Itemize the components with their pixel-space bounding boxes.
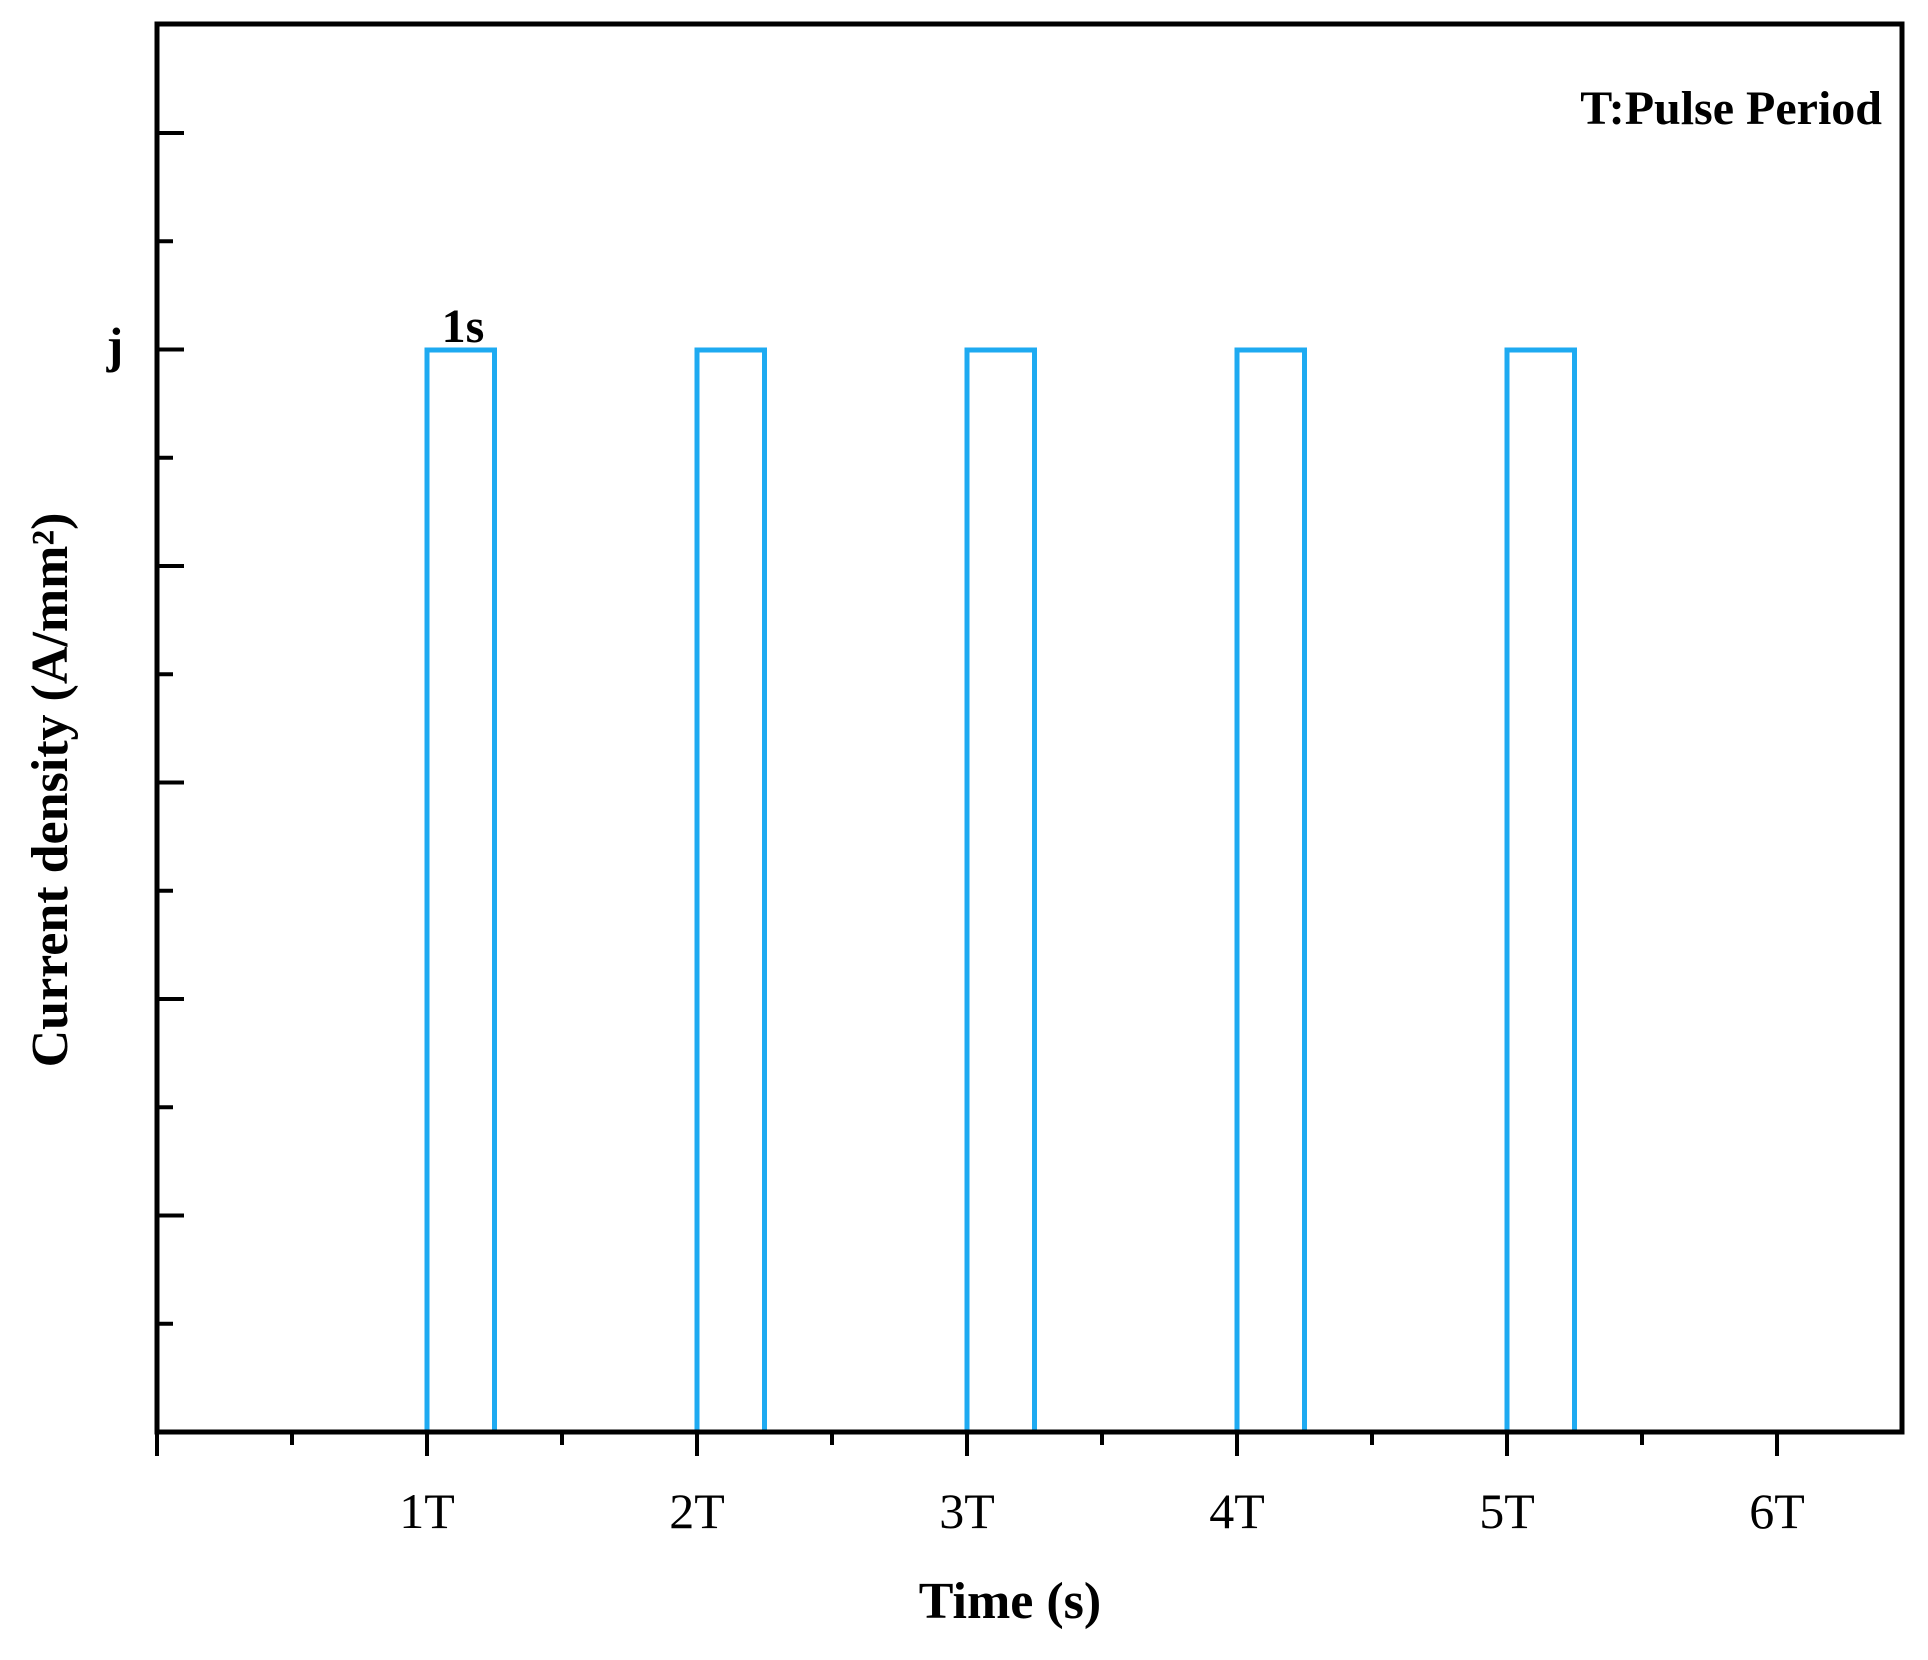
x-tick-label: 2T	[669, 1483, 725, 1539]
x-tick-label: 6T	[1749, 1483, 1805, 1539]
x-tick-label: 3T	[939, 1483, 995, 1539]
x-tick-label: 1T	[399, 1483, 455, 1539]
y-axis-title: Current density (A/mm²)	[22, 513, 79, 1068]
x-tick-label: 5T	[1479, 1483, 1535, 1539]
y-tick-label: j	[106, 317, 124, 373]
x-axis-title: Time (s)	[919, 1573, 1101, 1630]
pulse-width-annotation: 1s	[442, 300, 485, 353]
plot-frame	[154, 21, 1905, 1435]
x-tick-label: 4T	[1209, 1483, 1265, 1539]
pulse-series-line	[157, 347, 1777, 1435]
period-annotation: T:Pulse Period	[1580, 82, 1882, 135]
